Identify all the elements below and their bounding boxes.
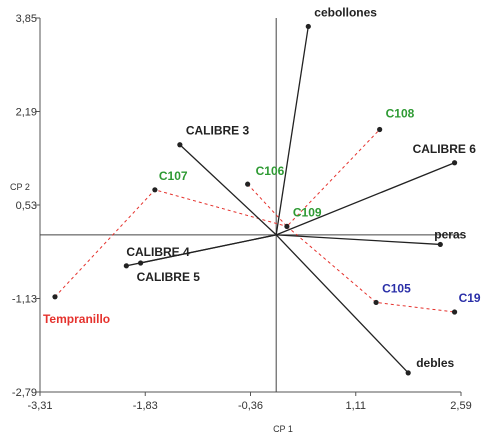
observation-label-tempranillo: Tempranillo [43, 312, 110, 326]
x-tick-label: -3,31 [27, 400, 52, 412]
observation-point-tempranillo [52, 294, 58, 300]
label-layer: cebollones CALIBRE 3 CALIBRE 6 peras CALIBRE… [43, 5, 481, 369]
observation-label-c108: C108 [386, 107, 415, 121]
observation-point-c106 [245, 181, 251, 187]
vector-point-cebollones [305, 23, 311, 30]
observation-label-c19: C19 [459, 291, 481, 305]
vector-calibre-5 [140, 234, 277, 264]
observation-label-c106: C106 [256, 164, 285, 178]
vector-label-debles: debles [416, 356, 454, 370]
vector-point-peras [437, 241, 443, 248]
vector-label-calibre-5: CALIBRE 5 [137, 270, 201, 284]
x-tick-label: -0,36 [238, 400, 263, 412]
y-tick-label: 0,53 [16, 200, 37, 212]
vector-point-calibre-5 [138, 260, 144, 266]
vector-cebollones [275, 26, 309, 235]
y-tick-label: -1,13 [12, 294, 37, 306]
x-tick-label: 2,59 [450, 400, 471, 412]
observation-label-c109: C109 [293, 205, 322, 219]
vector-layer [52, 23, 458, 376]
vector-calibre-6 [275, 162, 455, 236]
y-tick-label: 3,85 [16, 13, 37, 25]
observation-point-c105 [373, 299, 379, 306]
observation-point-c107 [152, 187, 158, 193]
vector-peras [276, 234, 441, 246]
vector-label-calibre-4: CALIBRE 4 [126, 245, 190, 259]
axes-layer: -3,31 -1,83 -0,36 1,11 2,59 3,85 2,19 0,53 -1,13… [12, 13, 472, 412]
vector-label-calibre-3: CALIBRE 3 [186, 124, 250, 138]
y-tick-label: 2,19 [16, 107, 37, 119]
observation-label-c107: C107 [159, 169, 188, 183]
observation-point-c19 [451, 309, 458, 315]
observation-label-c105: C105 [382, 281, 411, 295]
vector-debles [275, 234, 409, 374]
vector-calibre-3 [179, 144, 277, 236]
observation-point-c108 [377, 126, 383, 133]
vector-point-debles [405, 370, 411, 376]
trajectory-line [286, 226, 455, 313]
vector-point-calibre-4 [123, 263, 129, 269]
y-tick-label: -2,79 [12, 387, 37, 399]
trajectory-line [247, 129, 381, 228]
vector-label-cebollones: cebollones [314, 5, 377, 19]
vector-point-calibre-6 [451, 160, 458, 166]
observation-point-c109 [284, 223, 290, 230]
vector-label-calibre-6: CALIBRE 6 [413, 142, 477, 156]
vector-point-calibre-3 [177, 142, 183, 148]
y-axis-title: CP 2 [10, 182, 30, 192]
x-axis-title: CP 1 [273, 424, 293, 434]
x-tick-label: 1,11 [345, 400, 366, 412]
vector-label-peras: peras [434, 227, 466, 241]
x-tick-label: -1,83 [133, 400, 158, 412]
